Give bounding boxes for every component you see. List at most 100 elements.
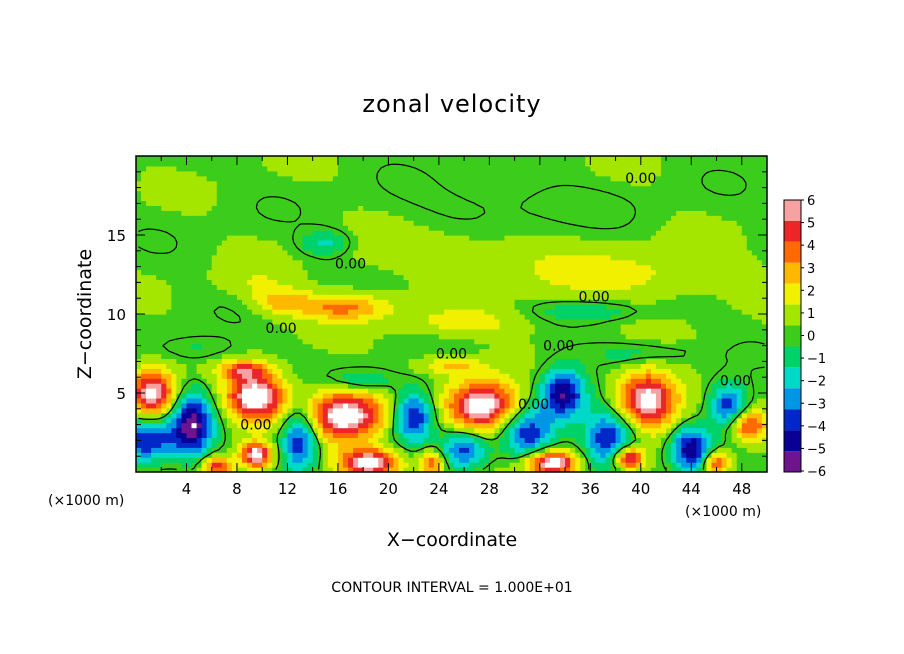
field-cell: [393, 417, 400, 424]
field-cell: [141, 383, 147, 389]
field-cell: [201, 338, 208, 345]
field-cell: [221, 328, 228, 335]
field-cell: [231, 462, 238, 468]
field-cell: [706, 274, 713, 281]
field-cell: [575, 284, 581, 290]
field-cell: [282, 358, 289, 364]
field-cell: [565, 284, 571, 290]
field-cell: [388, 314, 395, 320]
field-cell: [242, 289, 248, 295]
field-cell: [186, 432, 193, 439]
field-cell: [756, 353, 763, 360]
field-cell: [176, 457, 183, 463]
field-cell: [554, 397, 561, 404]
field-cell: [514, 314, 521, 320]
field-cell: [620, 343, 627, 350]
field-cell: [403, 299, 410, 305]
field-cell: [216, 422, 223, 429]
field-cell: [231, 353, 238, 360]
field-cell: [161, 368, 167, 374]
field-cell: [741, 368, 748, 374]
field-cell: [373, 378, 379, 384]
field-cell: [504, 323, 511, 330]
field-cell: [307, 447, 314, 453]
field-cell: [226, 447, 233, 453]
field-cell: [544, 363, 551, 369]
field-cell: [474, 363, 480, 369]
field-cell: [342, 338, 349, 345]
field-cell: [701, 383, 708, 389]
field-cell: [151, 467, 157, 472]
field-cell: [474, 388, 480, 394]
field-cell: [554, 289, 561, 295]
field-cell: [433, 363, 440, 369]
field-cell: [454, 338, 460, 345]
field-cell: [640, 363, 647, 369]
field-cell: [423, 407, 430, 414]
field-cell: [181, 393, 188, 399]
field-cell: [307, 388, 314, 394]
field-cell: [560, 279, 566, 285]
field-cell: [570, 412, 576, 419]
field-cell: [423, 274, 430, 281]
field-cell: [201, 397, 208, 404]
field-cell: [448, 467, 455, 472]
field-cell: [625, 318, 632, 325]
field-cell: [302, 412, 309, 419]
field-cell: [615, 383, 622, 389]
field-cell: [570, 284, 576, 290]
field-cell: [575, 412, 581, 419]
field-cell: [322, 383, 329, 389]
field-cell: [398, 393, 405, 399]
field-cell: [756, 314, 763, 320]
field-cell: [252, 274, 258, 281]
field-cell: [166, 294, 172, 300]
field-cell: [413, 378, 420, 384]
field-cell: [297, 309, 304, 315]
field-cell: [630, 412, 637, 419]
field-cell: [342, 323, 349, 330]
field-cell: [605, 314, 612, 320]
field-cell: [322, 274, 329, 281]
field-cell: [585, 397, 591, 404]
field-cell: [565, 412, 571, 419]
field-cell: [307, 299, 314, 305]
field-cell: [242, 343, 248, 350]
field-cell: [211, 338, 218, 345]
field-cell: [499, 348, 506, 355]
field-cell: [459, 407, 465, 414]
field-cell: [398, 383, 405, 389]
field-cell: [645, 388, 652, 394]
field-cell: [640, 309, 647, 315]
field-cell: [549, 393, 556, 399]
field-cell: [322, 407, 329, 414]
field-cell: [751, 363, 758, 369]
field-cell: [635, 427, 642, 434]
field-cell: [479, 373, 485, 379]
field-cell: [454, 373, 460, 379]
field-cell: [151, 393, 157, 399]
field-cell: [146, 299, 152, 305]
field-cell: [418, 289, 425, 295]
field-cell: [146, 353, 152, 360]
field-cell: [761, 457, 767, 463]
field-cell: [191, 407, 198, 414]
field-cell: [731, 383, 738, 389]
field-cell: [211, 397, 218, 404]
field-cell: [272, 353, 278, 360]
field-cell: [575, 427, 581, 434]
field-cell: [247, 294, 253, 300]
field-cell: [671, 343, 677, 350]
field-cell: [226, 422, 233, 429]
field-cell: [196, 284, 203, 290]
field-cell: [570, 373, 576, 379]
field-cell: [443, 274, 450, 281]
field-cell: [317, 294, 324, 300]
field-cell: [666, 338, 672, 345]
field-cell: [615, 294, 622, 300]
field-cell: [443, 402, 450, 409]
field-cell: [489, 353, 496, 360]
field-cell: [761, 309, 767, 315]
field-cell: [196, 417, 203, 424]
field-cell: [242, 388, 248, 394]
